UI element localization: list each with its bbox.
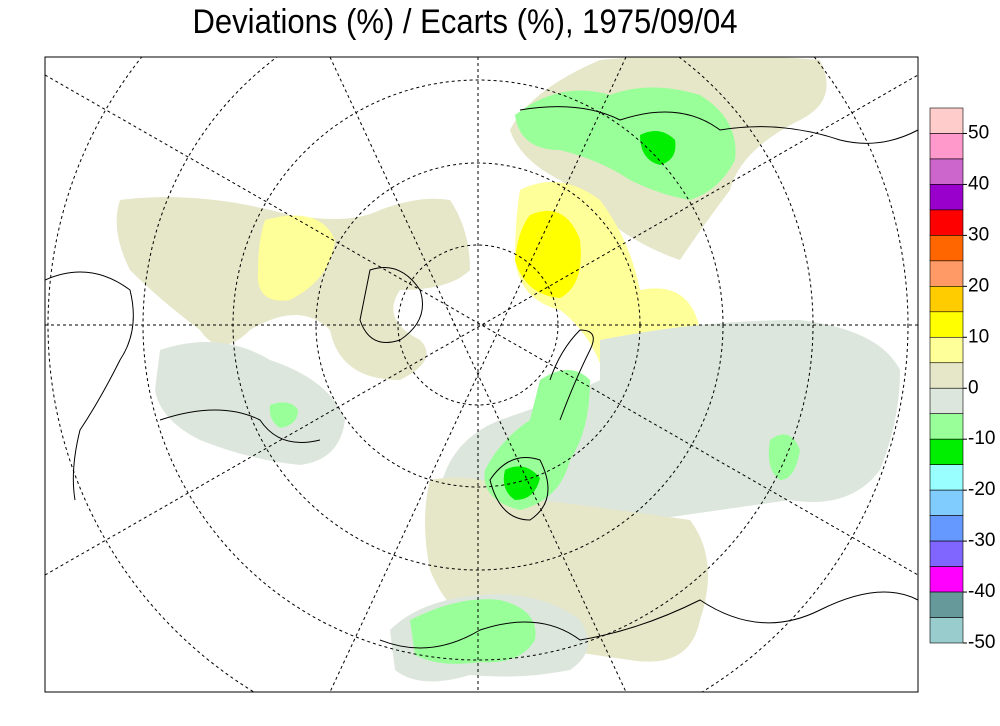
colorbar-bin	[929, 413, 964, 440]
colorbar-tick-label: 30	[968, 224, 989, 245]
coastlines	[45, 106, 918, 649]
colorbar-bin	[929, 286, 964, 313]
colorbar-tick-label: -40	[968, 581, 995, 602]
colorbar-bin	[929, 107, 964, 134]
graticule	[45, 57, 918, 692]
colorbar-tick-label: 10	[968, 326, 989, 347]
colorbar-bin	[929, 209, 964, 236]
colorbar-tick-label: -30	[968, 530, 995, 551]
colorbar-bin	[929, 540, 964, 567]
colorbar-tick-label: 0	[968, 377, 979, 398]
colorbar-bin	[929, 184, 964, 211]
colorbar-bin	[929, 311, 964, 338]
colorbar-bin	[929, 617, 964, 644]
colorbar-bin	[929, 515, 964, 542]
colorbar-bin	[929, 566, 964, 593]
colorbar-tick-label: -20	[968, 479, 995, 500]
colorbar-bin	[929, 387, 964, 415]
colorbar-bin	[929, 158, 964, 185]
anomaly-fields	[116, 57, 900, 682]
colorbar: 50 40 30 20 10 0 -10 -20 -30 -40 -50	[929, 107, 995, 653]
colorbar-bin	[929, 591, 964, 618]
colorbar-tick-label: 50	[968, 122, 989, 143]
colorbar-bin	[929, 235, 964, 262]
colorbar-tick-label: -50	[968, 632, 995, 653]
map	[44, 56, 919, 693]
colorbar-tick-label: -10	[968, 428, 995, 449]
colorbar-tick-label: 20	[968, 275, 989, 296]
colorbar-tick-label: 40	[968, 173, 989, 194]
colorbar-bin	[929, 362, 964, 389]
title: Deviations (%) / Ecarts (%), 1975/09/04	[193, 3, 738, 41]
colorbar-bin	[929, 464, 964, 491]
colorbar-bin	[929, 260, 964, 287]
colorbar-bin	[929, 133, 964, 160]
colorbar-bin	[929, 438, 964, 465]
colorbar-bin	[929, 336, 964, 364]
map-frame	[44, 56, 919, 693]
colorbar-bin	[929, 489, 964, 516]
